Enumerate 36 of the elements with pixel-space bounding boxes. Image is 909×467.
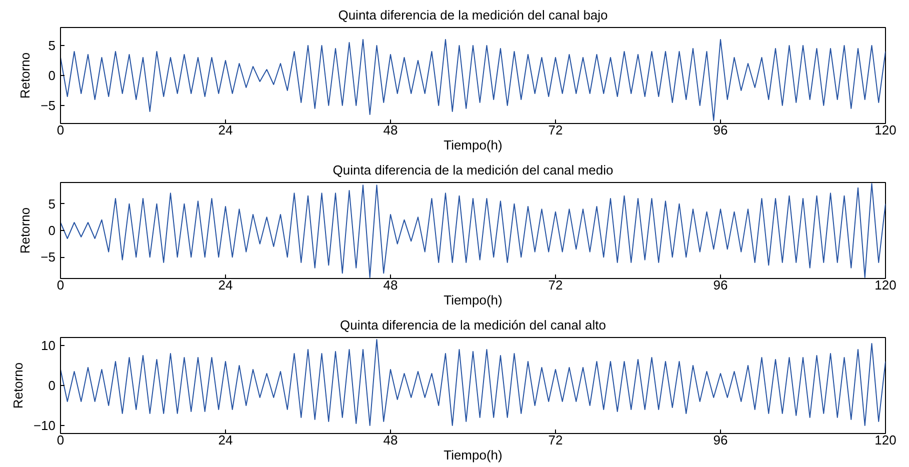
y-axis-title: Retorno [18,207,33,254]
x-axis-title: Tiempo(h) [444,292,502,308]
y-tick-label: 5 [48,196,56,212]
x-axis-title: Tiempo(h) [444,138,502,152]
x-tick-label: 72 [548,122,563,138]
y-axis-title: Retorno [10,362,26,409]
y-tick-label: 5 [48,38,56,53]
x-tick-label: 96 [713,122,728,138]
x-tick-label: 72 [548,278,563,292]
x-tick-label: 96 [713,432,728,448]
x-tick-label: 96 [713,278,728,292]
x-tick-label: 48 [383,122,398,138]
line-series [60,183,886,278]
chart-title: Quinta diferencia de la medición del canal medio [332,162,614,178]
y-tick-label: 0 [48,68,56,83]
x-tick-label: 120 [874,278,896,292]
y-tick-label: 10 [41,338,56,353]
chart-title: Quinta diferencia de la medición del canal alto [340,318,606,332]
x-tick-label: 24 [218,432,233,448]
y-tick-label: −5 [40,98,56,113]
line-series [60,39,886,121]
x-tick-label: 120 [874,122,896,138]
x-tick-label: 24 [218,122,233,138]
y-tick-label: −10 [33,418,56,433]
x-tick-label: 48 [383,278,398,292]
x-axis-title: Tiempo(h) [444,448,502,462]
x-tick-label: 120 [874,432,896,448]
x-tick-label: 48 [383,432,398,448]
x-tick-label: 24 [218,278,233,292]
line-series [60,339,886,426]
x-tick-label: 72 [548,432,563,448]
y-tick-label: 0 [48,378,56,393]
y-tick-label: −5 [40,250,56,265]
chart-title: Quinta diferencia de la medición del canal bajo [338,8,608,22]
y-axis-title: Retorno [18,52,33,99]
y-tick-label: 0 [48,223,56,238]
